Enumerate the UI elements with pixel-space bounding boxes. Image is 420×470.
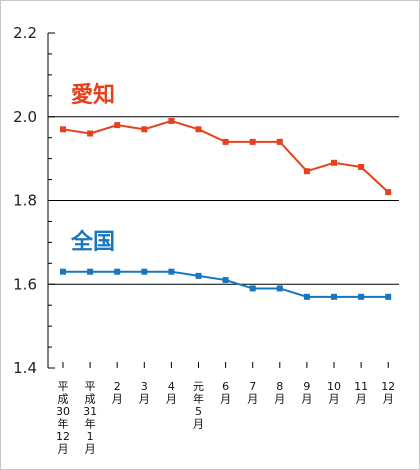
data-point <box>249 138 256 145</box>
y-tick-label: 2.2 <box>13 24 37 42</box>
data-point <box>276 138 283 145</box>
data-point <box>114 122 121 129</box>
x-tick-label: 平成 30 年 12 月 <box>56 380 70 456</box>
data-point <box>222 138 229 145</box>
series-0 <box>60 117 392 196</box>
data-point <box>276 285 283 292</box>
x-tick-labels: 平成 30 年 12 月平成 31 年 1 月 2 月 3 月 4 月 元年 5 月 6 月 7 月 8 月 9 月 10 月 11 月 1… <box>56 380 395 456</box>
data-point <box>331 159 337 166</box>
data-point <box>385 189 392 196</box>
y-axis <box>47 32 389 369</box>
series-1 <box>60 268 392 300</box>
gridlines <box>48 116 399 285</box>
data-point <box>358 293 365 300</box>
data-point <box>303 168 310 175</box>
data-point <box>385 293 392 300</box>
series-line <box>62 119 389 193</box>
y-tick-label: 1.6 <box>13 275 37 293</box>
data-point <box>303 293 310 300</box>
y-tick-label: 2.0 <box>13 108 37 126</box>
data-point <box>358 164 365 170</box>
series <box>60 117 392 300</box>
data-point <box>249 285 256 292</box>
data-point <box>195 126 202 133</box>
data-point <box>222 277 229 284</box>
data-point <box>60 268 66 275</box>
y-tick-labels: 1.4 1.6 1.8 2.0 2.2 <box>13 24 37 377</box>
x-tick-label: 平成 31 年 1 月 <box>83 380 97 456</box>
x-tick-label: 元年 5 月 <box>193 380 204 431</box>
data-point <box>87 130 94 137</box>
data-point <box>141 126 148 133</box>
x-tick-label: 10 月 <box>327 380 341 406</box>
data-point <box>168 268 175 275</box>
data-point <box>114 268 121 275</box>
x-tick-label: 12 月 <box>381 380 395 406</box>
x-tick-label: 11 月 <box>354 380 368 406</box>
series-label-aichi: 愛知 <box>71 82 115 108</box>
data-point <box>87 268 94 275</box>
data-point <box>168 117 175 124</box>
series-label-national: 全国 <box>70 229 115 255</box>
y-tick-label: 1.8 <box>13 192 37 210</box>
data-point <box>331 293 337 300</box>
data-point <box>60 126 66 133</box>
y-tick-label: 1.4 <box>13 359 37 377</box>
series-labels: 愛知 全国 <box>70 82 115 255</box>
data-point <box>141 268 148 275</box>
data-point <box>195 272 202 279</box>
